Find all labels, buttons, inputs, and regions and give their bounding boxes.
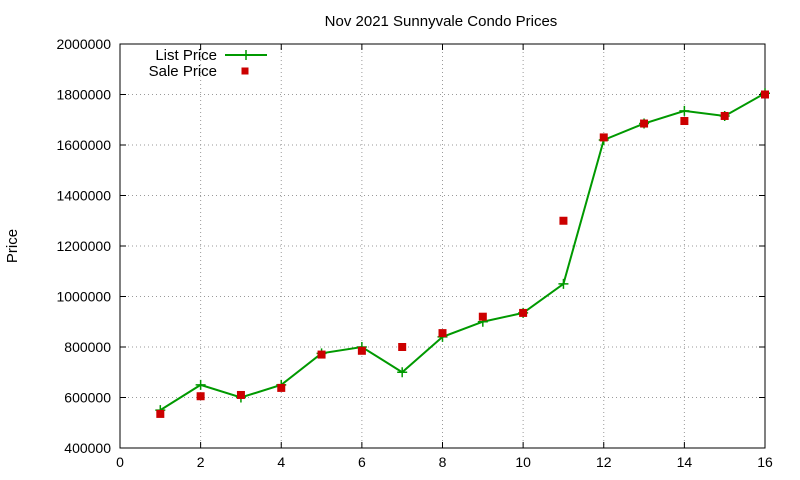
data-point-list-price [679, 105, 690, 116]
data-point-sale-price [559, 216, 568, 225]
data-point-sale-price [478, 312, 487, 321]
series-sale-price [156, 90, 769, 418]
data-point-sale-price [236, 390, 245, 399]
y-axis-label: Price [4, 229, 21, 263]
data-point-sale-price [398, 343, 407, 351]
chart-title: Nov 2021 Sunnyvale Condo Prices [325, 13, 558, 30]
legend-marker-list-price [241, 50, 251, 60]
legend-label-sale-price: Sale Price [149, 63, 217, 80]
series-line-list-price [159, 92, 766, 411]
y-tick-label: 1600000 [56, 137, 111, 153]
data-point-sale-price [720, 111, 729, 120]
y-tick-label: 1800000 [56, 87, 111, 103]
data-point-sale-price [277, 383, 286, 392]
y-tick-label: 1000000 [56, 289, 111, 305]
data-point-sale-price [196, 392, 205, 401]
series-list-price [155, 88, 770, 416]
y-tick-label: 1200000 [56, 238, 111, 254]
data-point-sale-price [156, 409, 165, 418]
x-tick-label: 6 [358, 454, 366, 470]
data-point-sale-price [680, 117, 689, 126]
legend-label-list-price: List Price [155, 47, 217, 64]
x-tick-label: 14 [677, 454, 693, 470]
data-point-sale-price [761, 90, 769, 99]
y-tick-label: 1400000 [56, 188, 111, 204]
data-point-sale-price [640, 119, 649, 128]
data-point-sale-price [317, 350, 326, 359]
x-tick-label: 10 [515, 454, 531, 470]
legend-marker-sale-price [241, 67, 249, 75]
legend: List Price Sale Price [149, 47, 267, 80]
data-point-sale-price [438, 329, 447, 338]
data-point-list-price [195, 379, 206, 390]
y-tick-label: 2000000 [56, 36, 111, 52]
x-tick-label: 4 [277, 454, 285, 470]
axis-ticks: 0 2 4 6 8 10 12 14 16 400000 600000 800000 1000000 12… [56, 36, 773, 470]
y-tick-label: 400000 [64, 440, 111, 456]
x-tick-label: 0 [116, 454, 124, 470]
x-tick-label: 8 [439, 454, 447, 470]
x-tick-label: 16 [757, 454, 773, 470]
x-tick-label: 2 [197, 454, 205, 470]
data-point-list-price [397, 367, 408, 378]
series [155, 88, 770, 418]
data-point-list-price [558, 278, 569, 289]
data-point-sale-price [599, 133, 608, 142]
y-tick-label: 800000 [64, 339, 111, 355]
data-point-sale-price [357, 346, 366, 355]
x-tick-label: 12 [596, 454, 612, 470]
data-point-sale-price [519, 308, 528, 317]
grid [120, 44, 765, 448]
y-tick-label: 600000 [64, 390, 111, 406]
